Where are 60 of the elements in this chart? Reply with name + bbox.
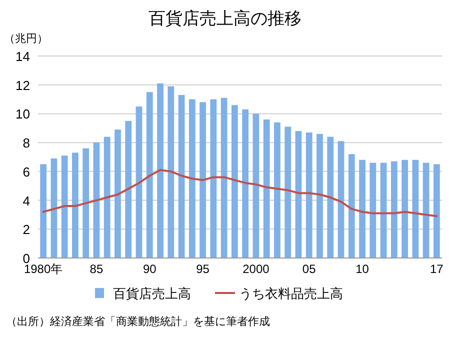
x-tick-label: 05 xyxy=(302,262,316,276)
bar xyxy=(370,162,376,258)
y-tick-label: 4 xyxy=(22,193,30,208)
bar xyxy=(242,109,249,258)
bar xyxy=(306,132,312,258)
legend-label: うち衣料品売上高 xyxy=(239,286,343,301)
bar xyxy=(390,161,398,258)
bar xyxy=(210,99,217,258)
x-tick-label: 85 xyxy=(90,262,104,276)
bar xyxy=(178,94,185,258)
bar xyxy=(422,162,430,258)
bar xyxy=(40,164,47,258)
bar xyxy=(295,131,302,258)
bar xyxy=(200,102,206,258)
text: （出所）経済産業省「商業動態統計」を基に筆者作成 xyxy=(6,315,270,328)
bar xyxy=(82,148,90,258)
bar xyxy=(359,160,366,258)
chart-title: 百貨店売上高の推移 xyxy=(148,9,302,28)
bar xyxy=(72,152,78,258)
bar xyxy=(284,126,292,258)
x-tick-label: 2000 xyxy=(242,262,270,276)
y-tick-label: 14 xyxy=(16,49,30,64)
y-tick-label: 6 xyxy=(22,164,30,180)
bar xyxy=(146,92,153,258)
x-tick-label: 95 xyxy=(196,262,210,276)
bar xyxy=(50,158,58,258)
y-tick-label: 12 xyxy=(16,78,30,93)
y-axis-title: （兆円） xyxy=(4,32,48,45)
bar xyxy=(220,98,228,258)
bar xyxy=(348,154,355,258)
bar xyxy=(274,122,280,258)
bar xyxy=(188,99,196,258)
bar xyxy=(380,162,387,258)
bar xyxy=(252,114,260,258)
bar xyxy=(412,160,419,258)
bar xyxy=(61,156,68,258)
bar xyxy=(104,136,110,258)
x-tick-label: 17 xyxy=(430,262,444,276)
y-tick-label: 10 xyxy=(16,106,30,122)
bar xyxy=(136,106,142,258)
bar xyxy=(231,105,238,258)
bar xyxy=(168,86,174,258)
bar xyxy=(114,130,121,258)
x-tick-label: 10 xyxy=(356,262,370,276)
x-tick-label: 90 xyxy=(142,262,157,276)
bar xyxy=(157,83,164,258)
bar xyxy=(433,164,440,258)
bar xyxy=(327,136,334,258)
bar xyxy=(402,160,408,258)
legend-百貨店売上高: 百貨店売上高 xyxy=(95,286,191,301)
legend-label: 百貨店売上高 xyxy=(113,286,191,301)
line-series xyxy=(42,168,438,218)
y-tick-label: 2 xyxy=(22,222,30,238)
bar xyxy=(125,120,132,258)
bar xyxy=(338,141,344,258)
bar xyxy=(316,134,323,258)
legend-うち衣料品売上高: うち衣料品売上高 xyxy=(215,286,343,301)
bar xyxy=(263,119,270,258)
bar xyxy=(93,142,100,258)
y-tick-label: 8 xyxy=(22,136,30,151)
